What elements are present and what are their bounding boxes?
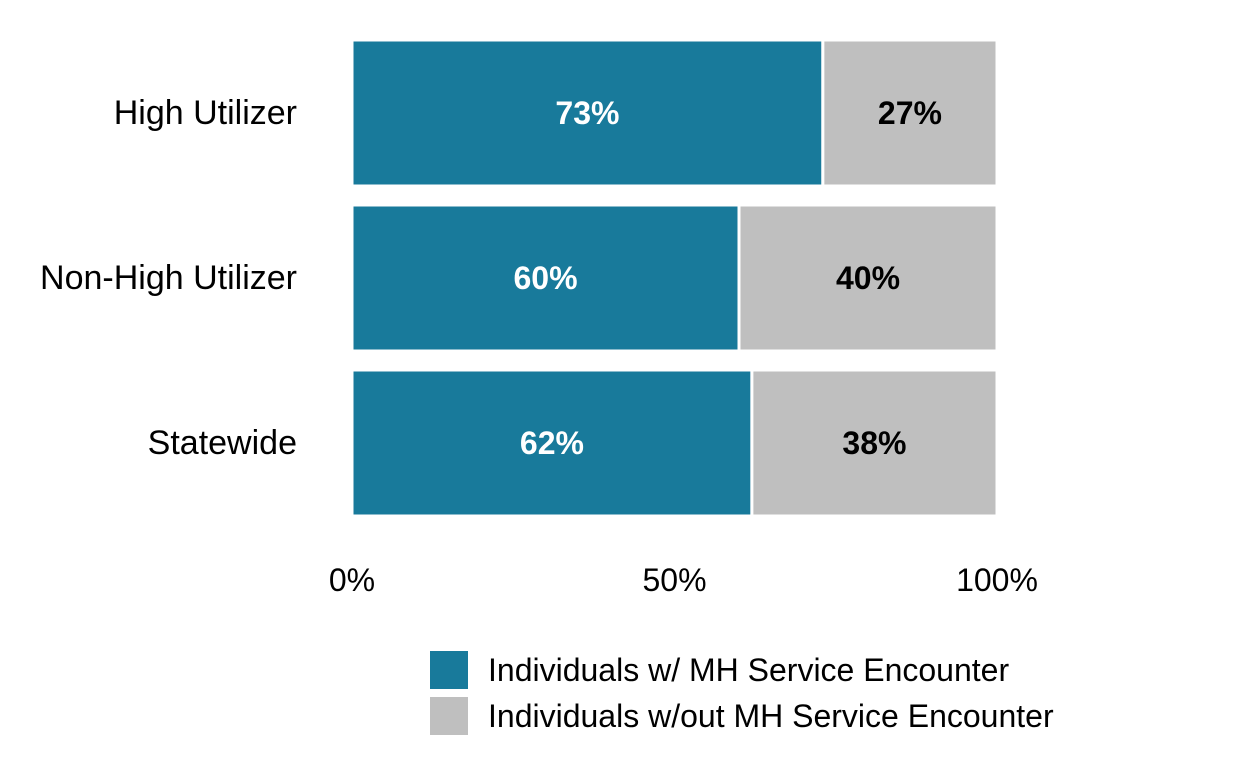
bars [350,38,999,518]
legend: Individuals w/ MH Service Encounter Indiv… [430,651,1054,735]
bar-label-0-2: 62% [520,425,584,461]
bar-segment-1-2 [750,368,999,518]
bar-label-1-1: 40% [836,260,900,296]
legend-label-1: Individuals w/out MH Service Encounter [488,698,1054,734]
bar-segment-0-1 [350,203,741,353]
category-label-1: Non-High Utilizer [40,259,297,297]
bar-label-1-0: 27% [878,95,942,131]
x-tick-label-1: 50% [642,562,706,598]
bar-label-0-0: 73% [555,95,619,131]
category-label-2: Statewide [148,424,297,462]
x-tick-label-2: 100% [956,562,1038,598]
bar-segment-0-0 [350,38,825,188]
x-axis-ticks: 0% 50% 100% [329,562,1038,598]
legend-swatch-1 [430,697,468,735]
bar-segment-0-2 [350,368,754,518]
bar-label-0-1: 60% [513,260,577,296]
category-label-0: High Utilizer [114,94,297,132]
bar-segment-1-1 [737,203,999,353]
bar-segment-1-0 [821,38,999,188]
x-tick-label-0: 0% [329,562,375,598]
legend-swatch-0 [430,651,468,689]
bar-label-1-2: 38% [842,425,906,461]
legend-label-0: Individuals w/ MH Service Encounter [488,652,1009,688]
category-labels: High Utilizer Non-High Utilizer Statewide [40,94,297,462]
bar-labels: 73% 27% 60% 40% 62% 38% [513,95,941,461]
